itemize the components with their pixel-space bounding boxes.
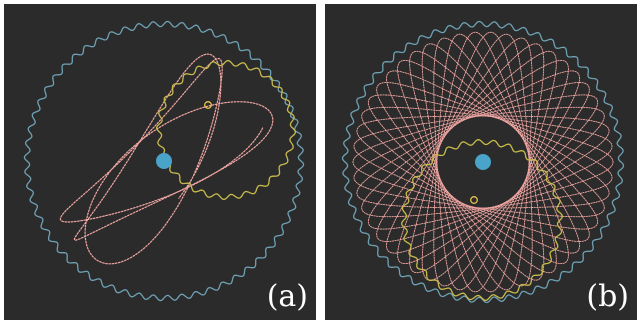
pen-marker xyxy=(470,196,478,204)
inner-gear xyxy=(155,59,297,201)
spirograph-diagram-a xyxy=(4,4,316,320)
outer-gear xyxy=(23,20,305,302)
spirograph-curve xyxy=(352,31,614,293)
spirograph-diagram-b xyxy=(325,4,637,320)
panel-a: (a) xyxy=(4,4,316,320)
center-dot xyxy=(156,153,172,169)
spirograph-curve xyxy=(59,53,274,265)
panel-label-b: (b) xyxy=(586,279,629,314)
inner-gear xyxy=(401,139,563,301)
center-dot xyxy=(475,154,491,170)
panel-b: (b) xyxy=(325,4,637,320)
pen-marker xyxy=(204,101,212,109)
panel-label-a: (a) xyxy=(266,279,308,314)
outer-gear xyxy=(341,20,625,304)
